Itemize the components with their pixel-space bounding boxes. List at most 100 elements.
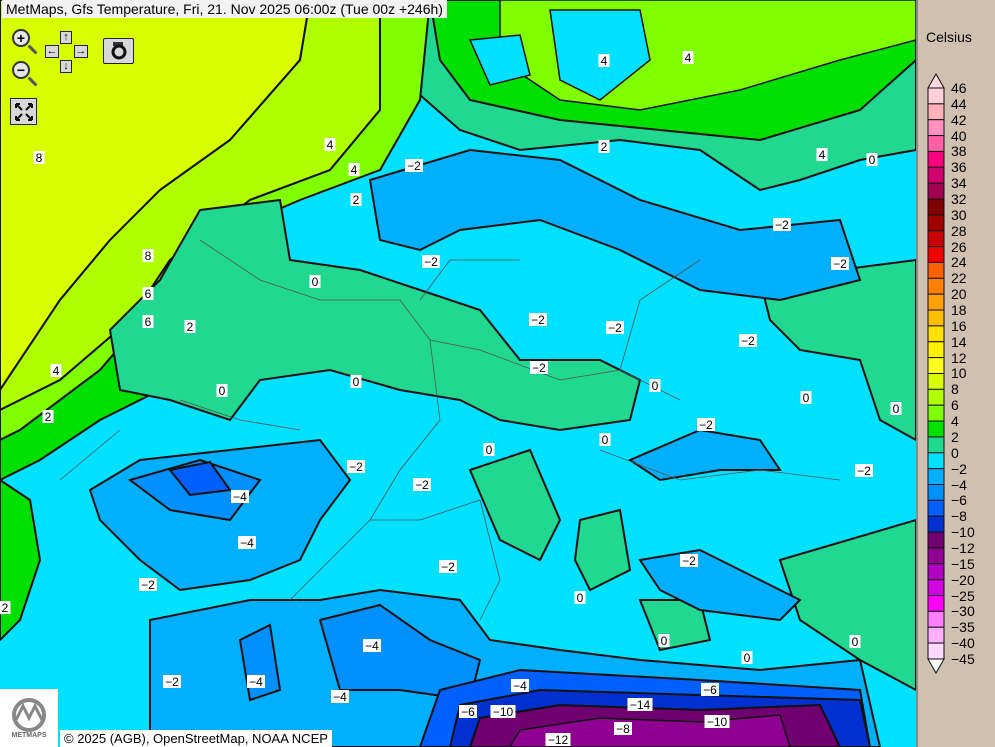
contour-label-bg	[363, 639, 381, 652]
contour-label-text: 0	[577, 591, 584, 605]
contour-label-bg	[405, 159, 423, 172]
contour-label-bg	[614, 722, 632, 735]
contour-label-bg	[599, 433, 611, 446]
zoom-in-icon[interactable]: +	[12, 29, 30, 47]
contour-label: 0	[890, 402, 902, 416]
contour-label-bg	[350, 375, 362, 388]
legend-label: 24	[951, 254, 967, 271]
contour-label-bg	[324, 138, 336, 151]
contour-label-text: −4	[240, 536, 254, 550]
contour-label: 0	[866, 153, 878, 167]
legend-swatch	[927, 404, 945, 422]
legend-label: −6	[951, 492, 967, 509]
contour-label: −2	[855, 464, 873, 478]
contour-label-text: 0	[486, 443, 493, 457]
map-canvas[interactable]: 88664422200000000000−2−2−2−2−2−2−2−2−2−2…	[0, 0, 916, 747]
legend-swatch	[927, 484, 945, 501]
contour-label: −2	[422, 255, 440, 269]
contour-label: −2	[163, 675, 181, 689]
legend-swatch	[927, 309, 945, 327]
contour-label: 0	[599, 433, 611, 447]
contour-label-bg	[511, 679, 529, 692]
zoom-out-icon[interactable]: −	[12, 61, 30, 79]
contour-label-text: 0	[661, 634, 668, 648]
contour-label-text: −4	[249, 675, 263, 689]
contour-label: −12	[545, 733, 571, 747]
legend-label: 32	[951, 191, 967, 208]
contour-label: 2	[184, 320, 196, 334]
legend-label: 14	[951, 333, 967, 350]
contour-label-bg	[42, 410, 54, 423]
contour-label: 2	[598, 140, 610, 154]
legend-label: −4	[951, 476, 967, 493]
metmaps-logo[interactable]: METMAPS	[0, 689, 58, 747]
contour-label-bg	[658, 634, 670, 647]
legend-label: 2	[951, 428, 959, 445]
contour-label-bg	[142, 287, 154, 300]
contour-label-text: 4	[819, 148, 826, 162]
contour-label-bg	[697, 418, 715, 431]
contour-label-bg	[606, 321, 624, 334]
contour-label-text: −2	[415, 478, 429, 492]
contour-label-bg	[348, 163, 360, 176]
temperature-map[interactable]: 8 8 6 6 4 4 2 2 2 0 0 0 0 0 0 0 0 0 0 0 −2 −2 −2 −2 −2 −2 −2 −2 −2 −2…	[0, 0, 916, 747]
contour-label-bg	[216, 384, 228, 397]
legend-swatch	[927, 246, 945, 263]
legend-label: 26	[951, 238, 967, 255]
contour-label-bg	[849, 635, 861, 648]
contour-label-bg	[627, 698, 653, 711]
legend-unit: Celsius	[926, 29, 972, 45]
pan-left-button[interactable]: ←	[45, 45, 59, 58]
contour-label: 4	[682, 51, 694, 65]
pan-down-button[interactable]: ↓	[60, 60, 72, 73]
contour-label-bg	[701, 683, 719, 696]
region-minus4-2-e	[638, 548, 802, 622]
legend-swatch	[927, 119, 945, 137]
contour-label-text: 4	[601, 54, 608, 68]
pan-right-button[interactable]: →	[74, 45, 88, 58]
legend-label: 44	[951, 95, 967, 112]
contour-label-text: −2	[833, 257, 847, 271]
fullscreen-button[interactable]	[10, 98, 37, 125]
legend-swatch	[927, 166, 945, 184]
contour-label-text: 0	[219, 384, 226, 398]
pan-up-button[interactable]: ↑	[60, 31, 72, 44]
legend-label: 18	[951, 302, 967, 319]
contour-label-text: 0	[803, 391, 810, 405]
contour-label: −2	[347, 460, 365, 474]
legend-swatch	[927, 87, 945, 105]
legend-swatch	[927, 420, 945, 438]
contour-label: −6	[459, 705, 477, 719]
contour-label-bg	[598, 140, 610, 153]
contour-label-text: −8	[616, 722, 630, 736]
region-0-2-se	[778, 518, 916, 692]
contour-label-bg	[350, 193, 362, 206]
pan-up-icon: ↑	[63, 31, 69, 43]
legend-label: −10	[951, 524, 975, 541]
contour-label: −2	[697, 418, 715, 432]
contour-label-bg	[142, 315, 154, 328]
contour-label-text: 0	[353, 375, 360, 389]
legend-swatch	[927, 277, 945, 295]
contour-label-text: −2	[349, 460, 363, 474]
legend-label: 0	[951, 444, 959, 461]
region-minus4-2-ne	[368, 148, 862, 302]
contour-label-bg	[184, 320, 196, 333]
contour-label-bg	[347, 460, 365, 473]
contour-label-bg	[309, 275, 321, 288]
logo-mark-icon	[12, 697, 46, 732]
pan-down-icon: ↓	[63, 60, 69, 72]
legend-swatch	[927, 452, 945, 470]
contour-label-bg	[331, 690, 349, 703]
contour-label-bg	[231, 490, 249, 503]
contour-label-bg	[247, 675, 265, 688]
legend-swatch	[927, 579, 945, 597]
contour-label-bg	[682, 51, 694, 64]
legend-swatch	[927, 135, 945, 152]
region-minus6-4-s	[318, 603, 482, 702]
contour-label: −4	[238, 536, 256, 550]
contour-label-text: −2	[424, 255, 438, 269]
legend-swatch	[927, 626, 945, 644]
camera-button[interactable]	[103, 38, 134, 64]
contour-label: 4	[348, 163, 360, 177]
